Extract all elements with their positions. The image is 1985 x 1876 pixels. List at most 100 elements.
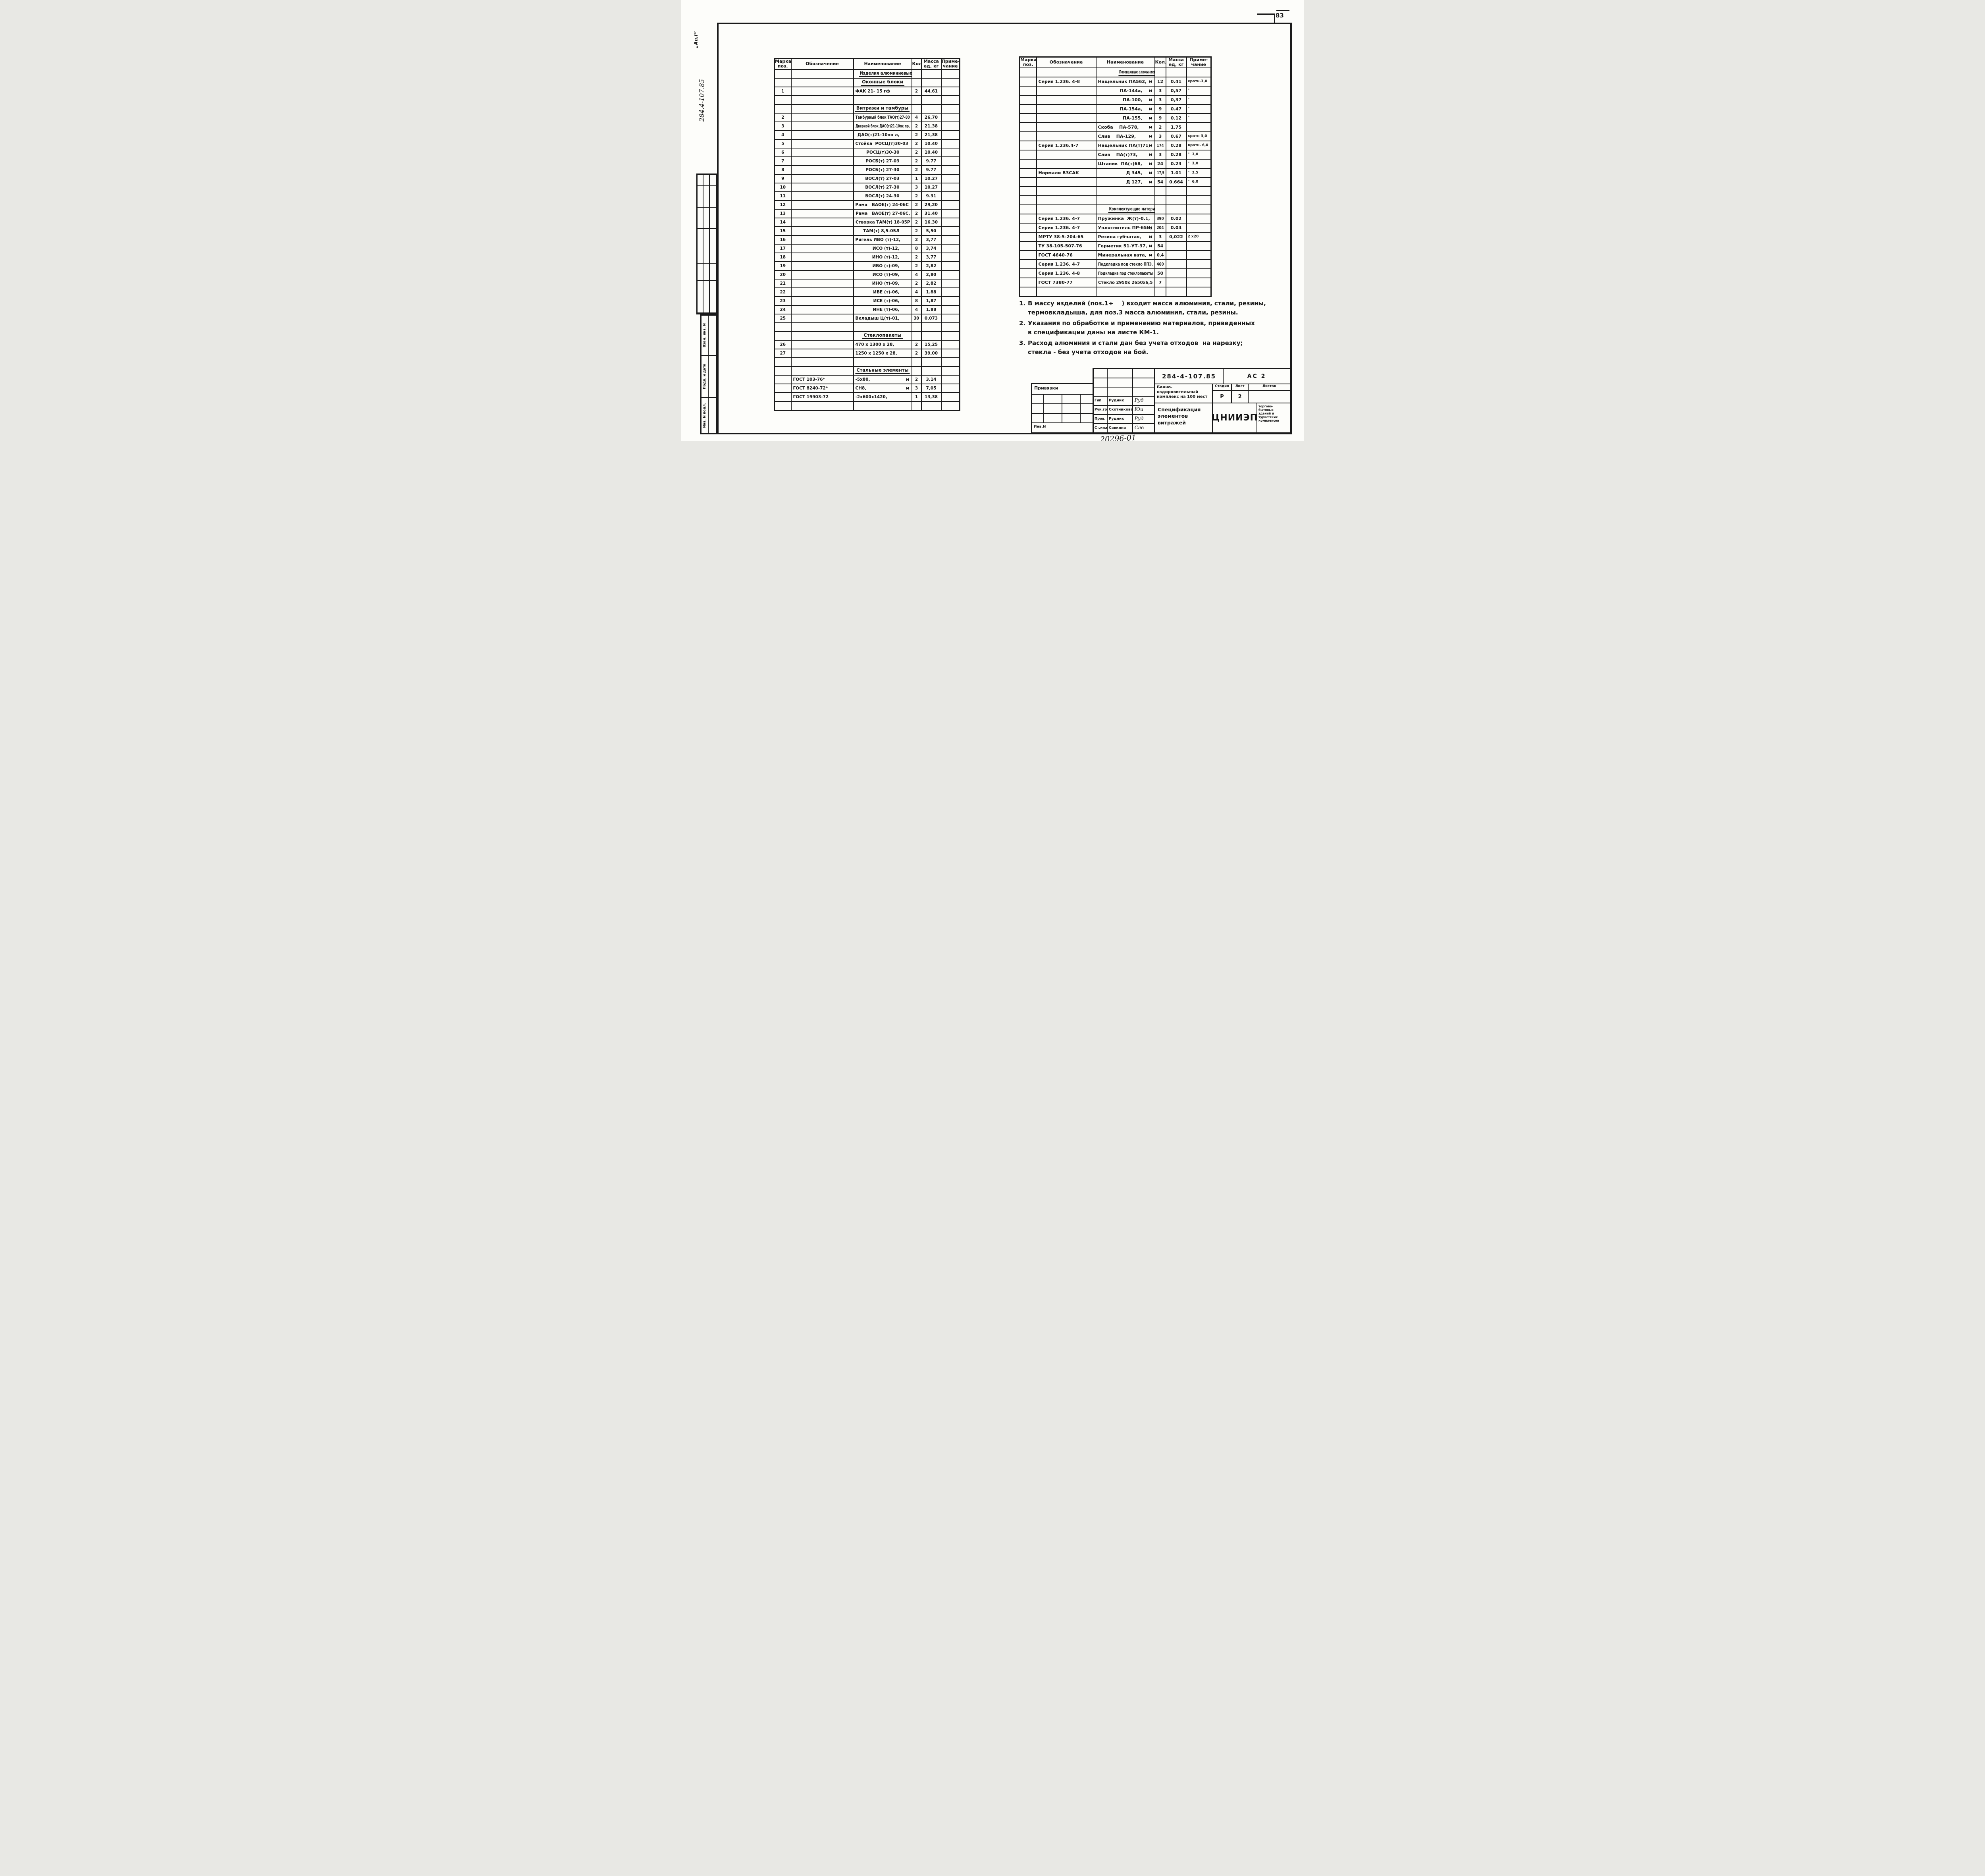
table-row: 8 РОСБ(т) 27-30 2 9.77 [774, 165, 960, 175]
quantity-cell [1154, 204, 1166, 214]
quantity-cell: 2 [911, 208, 922, 218]
mass-cell: 3,77 [921, 235, 942, 245]
mass-cell: 0.67 [1165, 131, 1187, 141]
cell-text: 26,70 [924, 115, 938, 120]
cell-text: Серия 1.236.4-7 [1038, 143, 1079, 148]
designation-cell [790, 296, 854, 306]
empty-cell [774, 357, 792, 367]
cell-text: Рама ВАОЕ(т) 24-06С [855, 202, 909, 207]
mass-cell [921, 104, 942, 114]
mass-cell: 29,20 [921, 200, 942, 210]
titleblock-project-row: Банно-оздоровительный комплекс на 100 ме… [1155, 384, 1290, 403]
mass-cell [1165, 268, 1187, 278]
mass-cell: 1.88 [921, 305, 942, 314]
quantity-cell: 2 [911, 217, 922, 227]
col-header-massa: Масса ед, кг [1165, 56, 1187, 68]
cell-text: 0.67 [1170, 133, 1182, 139]
approval-grid-cell [703, 281, 710, 313]
empty-cell [1036, 195, 1097, 205]
cell-text: 1,87 [926, 298, 937, 303]
signature-empty-cell [1108, 369, 1133, 378]
empty-cell [774, 95, 792, 105]
quantity-cell: 50 [1154, 268, 1166, 278]
table-row: 27 1250 х 1250 х 28, 2 39,00 [774, 348, 960, 358]
designation-cell [790, 252, 854, 262]
unit-label: м [1149, 124, 1152, 130]
designation-cell [1036, 177, 1097, 187]
quantity-cell: 54 [1154, 241, 1166, 251]
cell-text: ИВО (т)-09, [872, 263, 900, 268]
empty-cell [1095, 186, 1155, 196]
note-cell: кратн. 6,0 [1186, 140, 1212, 150]
cell-text: ТУ 38-105-507-76 [1038, 243, 1082, 249]
table-header-row: Марка поз. Обозначение Наименование Кол.… [1019, 56, 1212, 68]
cell-text: Резина губчатая, [1098, 234, 1141, 239]
note-cell: " 6,0 [1186, 177, 1212, 187]
name-cell: Резина губчатая, м [1095, 231, 1155, 242]
note-cell [940, 261, 960, 271]
cell-text: 0.41 [1170, 79, 1182, 84]
mass-cell [1165, 259, 1187, 269]
note-cell [1186, 122, 1212, 132]
cell-text: 1.88 [926, 307, 937, 312]
note-cell [940, 121, 960, 131]
organization-subtitle: торгово- бытовых зданий и туристских ком… [1258, 405, 1279, 422]
cell-text: Скоба ПА-578, [1098, 124, 1139, 130]
designation-cell [1036, 104, 1097, 114]
quantity-cell: 0,4 [1154, 250, 1166, 260]
unit-label: м [1149, 79, 1152, 84]
empty-row [774, 95, 960, 105]
designation-cell [790, 305, 854, 314]
signature-empty-cell [1094, 378, 1108, 387]
name-cell: Нащельник ПА(т)71, м [1095, 140, 1155, 150]
note-cell [940, 374, 960, 384]
name-cell: ПА-100, м [1095, 94, 1155, 105]
table-row: Серия 1.236. 4-8 Нащельник ПА562, м 12 0.41 к… [1019, 76, 1212, 87]
note-cell: 2 х20 [1186, 231, 1212, 242]
pos-cell [1019, 259, 1037, 269]
note-cell [940, 392, 960, 402]
designation-cell: Серия 1.236.4-7 [1036, 140, 1097, 150]
signature: Юи [1134, 407, 1143, 412]
name-cell: Герметик 51-УТ-37, м [1095, 241, 1155, 251]
pos-cell: 14 [774, 217, 792, 227]
mass-cell [921, 69, 942, 79]
designation-cell [790, 278, 854, 288]
titleblock-main: 284-4-107.85 АС 2 Банно-оздоровительный … [1154, 368, 1291, 434]
cell-text: 29,20 [924, 202, 938, 207]
designation-cell [790, 165, 854, 175]
empty-cell [921, 95, 942, 105]
mass-cell: 9.77 [921, 165, 942, 175]
mass-cell [1165, 67, 1187, 77]
quantity-cell: 2 [911, 139, 922, 148]
cell-text: 27 [780, 351, 786, 356]
name-cell: ПА-155, м [1095, 113, 1155, 123]
designation-cell: ГОСТ 19903-72 [790, 392, 854, 402]
mass-cell [1165, 204, 1187, 214]
table-row: 19 ИВО (т)-09, 2 2,82 [774, 261, 960, 271]
mass-cell: 10.40 [921, 139, 942, 148]
empty-cell [911, 95, 922, 105]
mass-cell: 10.27 [921, 174, 942, 183]
name-cell: ДАО(т)21-10пн л, [853, 130, 912, 140]
unit-label: м [1149, 161, 1152, 166]
pos-cell: 6 [774, 147, 792, 157]
designation-cell: ГОСТ 4640-76 [1036, 250, 1097, 260]
note-cell [940, 383, 960, 393]
cell-text: РОСЦ(т)30-30 [866, 150, 900, 155]
col-header-prim: Приме- чание [1186, 56, 1212, 68]
cell-text: 17,5 [1157, 170, 1164, 175]
cell-text: 2 [915, 150, 918, 155]
designation-cell: ГОСТ 8240-72* [790, 383, 854, 393]
cell-text: ТАМ(т) 8,5-05Л [863, 228, 900, 233]
name-cell: Стойка РОСЦ(т)30-03 [853, 139, 912, 148]
note-cell [1186, 67, 1212, 77]
approval-grid-cell [703, 175, 710, 186]
section-cell: Погонажные алюминиевые изделия [1095, 67, 1155, 77]
cell-text: Слив ПА(т)73, [1098, 152, 1138, 157]
unit-label: м [1149, 234, 1152, 239]
cell-text: Тамбурный блок ТАО(т)27-80 [855, 115, 910, 120]
signature-empty-cell [1094, 369, 1108, 378]
designation-cell [1036, 113, 1097, 123]
designation-cell [790, 174, 854, 183]
